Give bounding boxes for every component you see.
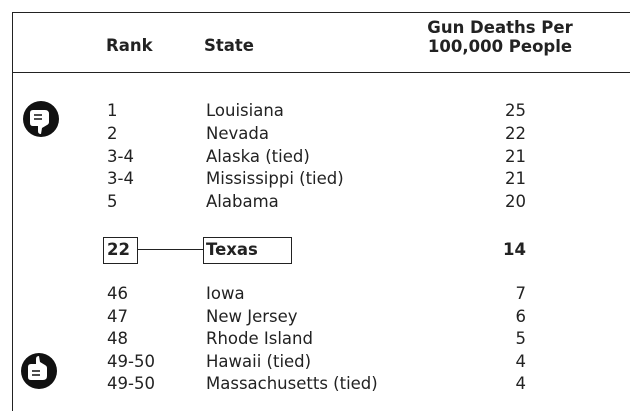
deaths-cell: 20 — [505, 192, 526, 212]
deaths-cell: 21 — [505, 169, 526, 189]
deaths-header: 100,000 People — [427, 37, 573, 56]
deaths-cell: 5 — [515, 329, 527, 348]
state-cell: Hawaii (tied) — [206, 351, 312, 371]
state-cell: New Jersey — [206, 306, 298, 326]
deaths-cell: 25 — [505, 101, 526, 120]
state-cell: Alaska (tied) — [206, 146, 310, 166]
header-rule — [12, 72, 630, 74]
state-header: State — [204, 36, 254, 55]
rank-cell: 5 — [107, 192, 118, 212]
state-cell: Alabama — [206, 192, 279, 212]
deaths-cell: 14 — [503, 240, 526, 259]
state-box — [203, 237, 292, 264]
left-border — [12, 12, 14, 411]
state-cell: Massachusetts (tied) — [206, 374, 378, 393]
rank-cell: 49-50 — [107, 374, 155, 393]
connector-line — [137, 249, 203, 251]
rank-cell: 46 — [107, 284, 128, 303]
deaths-cell: 22 — [505, 123, 526, 143]
rank-cell: 49-50 — [107, 351, 155, 371]
rank-cell: 2 — [107, 123, 118, 143]
thumbs-down-icon — [23, 101, 59, 137]
deaths-cell: 6 — [515, 306, 527, 326]
deaths-cell: 4 — [515, 374, 527, 393]
rank-cell: 48 — [107, 329, 128, 348]
rank-cell: 3-4 — [107, 169, 134, 189]
state-cell: Texas — [206, 240, 258, 259]
state-cell: Louisiana — [206, 101, 284, 120]
rank-cell: 1 — [107, 101, 118, 120]
rank-box — [103, 237, 138, 264]
rank-cell: 3-4 — [107, 146, 134, 166]
rank-cell: 47 — [107, 306, 128, 326]
deaths-cell: 21 — [505, 146, 526, 166]
state-cell: Nevada — [206, 123, 269, 143]
top-border — [12, 12, 630, 14]
state-cell: Iowa — [206, 284, 245, 303]
deaths-cell: 4 — [515, 351, 527, 371]
thumbs-up-icon — [21, 353, 57, 389]
rank-header: Rank — [106, 36, 153, 55]
deaths-cell: 7 — [515, 284, 527, 303]
rank-cell: 22 — [107, 240, 130, 259]
state-cell: Rhode Island — [206, 329, 313, 348]
deaths-header: Gun Deaths Per — [427, 18, 573, 37]
state-cell: Mississippi (tied) — [206, 169, 344, 189]
